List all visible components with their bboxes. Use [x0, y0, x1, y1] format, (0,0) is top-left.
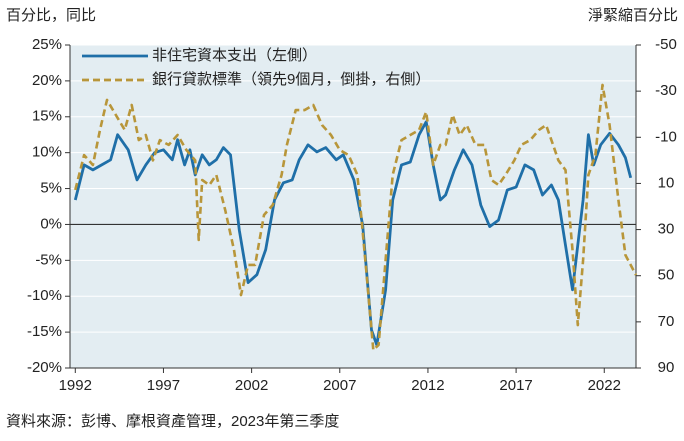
x-tick-label: 1992: [59, 377, 92, 394]
legend-label: 非住宅資本支出（左側）: [152, 47, 317, 64]
x-tick-label: 2002: [235, 377, 268, 394]
y2-tick-label: -30: [655, 82, 677, 99]
y2-tick-label: -10: [655, 128, 677, 145]
x-tick-label: 1997: [147, 377, 180, 394]
y2-tick-label: 10: [658, 174, 675, 191]
source: 資料來源：彭博、摩根資產管理，2023年第三季度: [6, 412, 339, 430]
series-line: [73, 120, 633, 347]
y2-axis-title: 淨緊縮百分比: [588, 7, 678, 24]
y2-tick-label: 50: [658, 267, 675, 284]
y2-tick-label: 90: [658, 359, 675, 376]
y-tick-label: 20%: [32, 72, 62, 89]
y-axis-title: 百分比，同比: [6, 7, 96, 24]
x-tick-label: 2022: [588, 377, 621, 394]
y2-tick-label: 70: [658, 313, 675, 330]
y-tick-label: -10%: [27, 287, 62, 304]
plot-background: [70, 45, 636, 368]
x-tick-label: 2012: [411, 377, 444, 394]
y2-tick-label: -50: [655, 36, 677, 53]
series-line: [74, 83, 638, 352]
y-tick-label: 5%: [40, 180, 62, 197]
y-tick-label: -15%: [27, 323, 62, 340]
x-tick-label: 2007: [323, 377, 356, 394]
y-tick-label: 0%: [40, 215, 62, 232]
y-tick-label: 25%: [32, 36, 62, 53]
legend-label: 銀行貸款標準（領先9個月，倒掛，右側）: [152, 71, 430, 88]
y-tick-label: 15%: [32, 108, 62, 125]
y-tick-label: -5%: [35, 251, 62, 268]
y-tick-label: 10%: [32, 144, 62, 161]
x-tick-label: 2017: [499, 377, 532, 394]
y2-tick-label: 30: [658, 221, 675, 238]
y-tick-label: -20%: [27, 359, 62, 376]
